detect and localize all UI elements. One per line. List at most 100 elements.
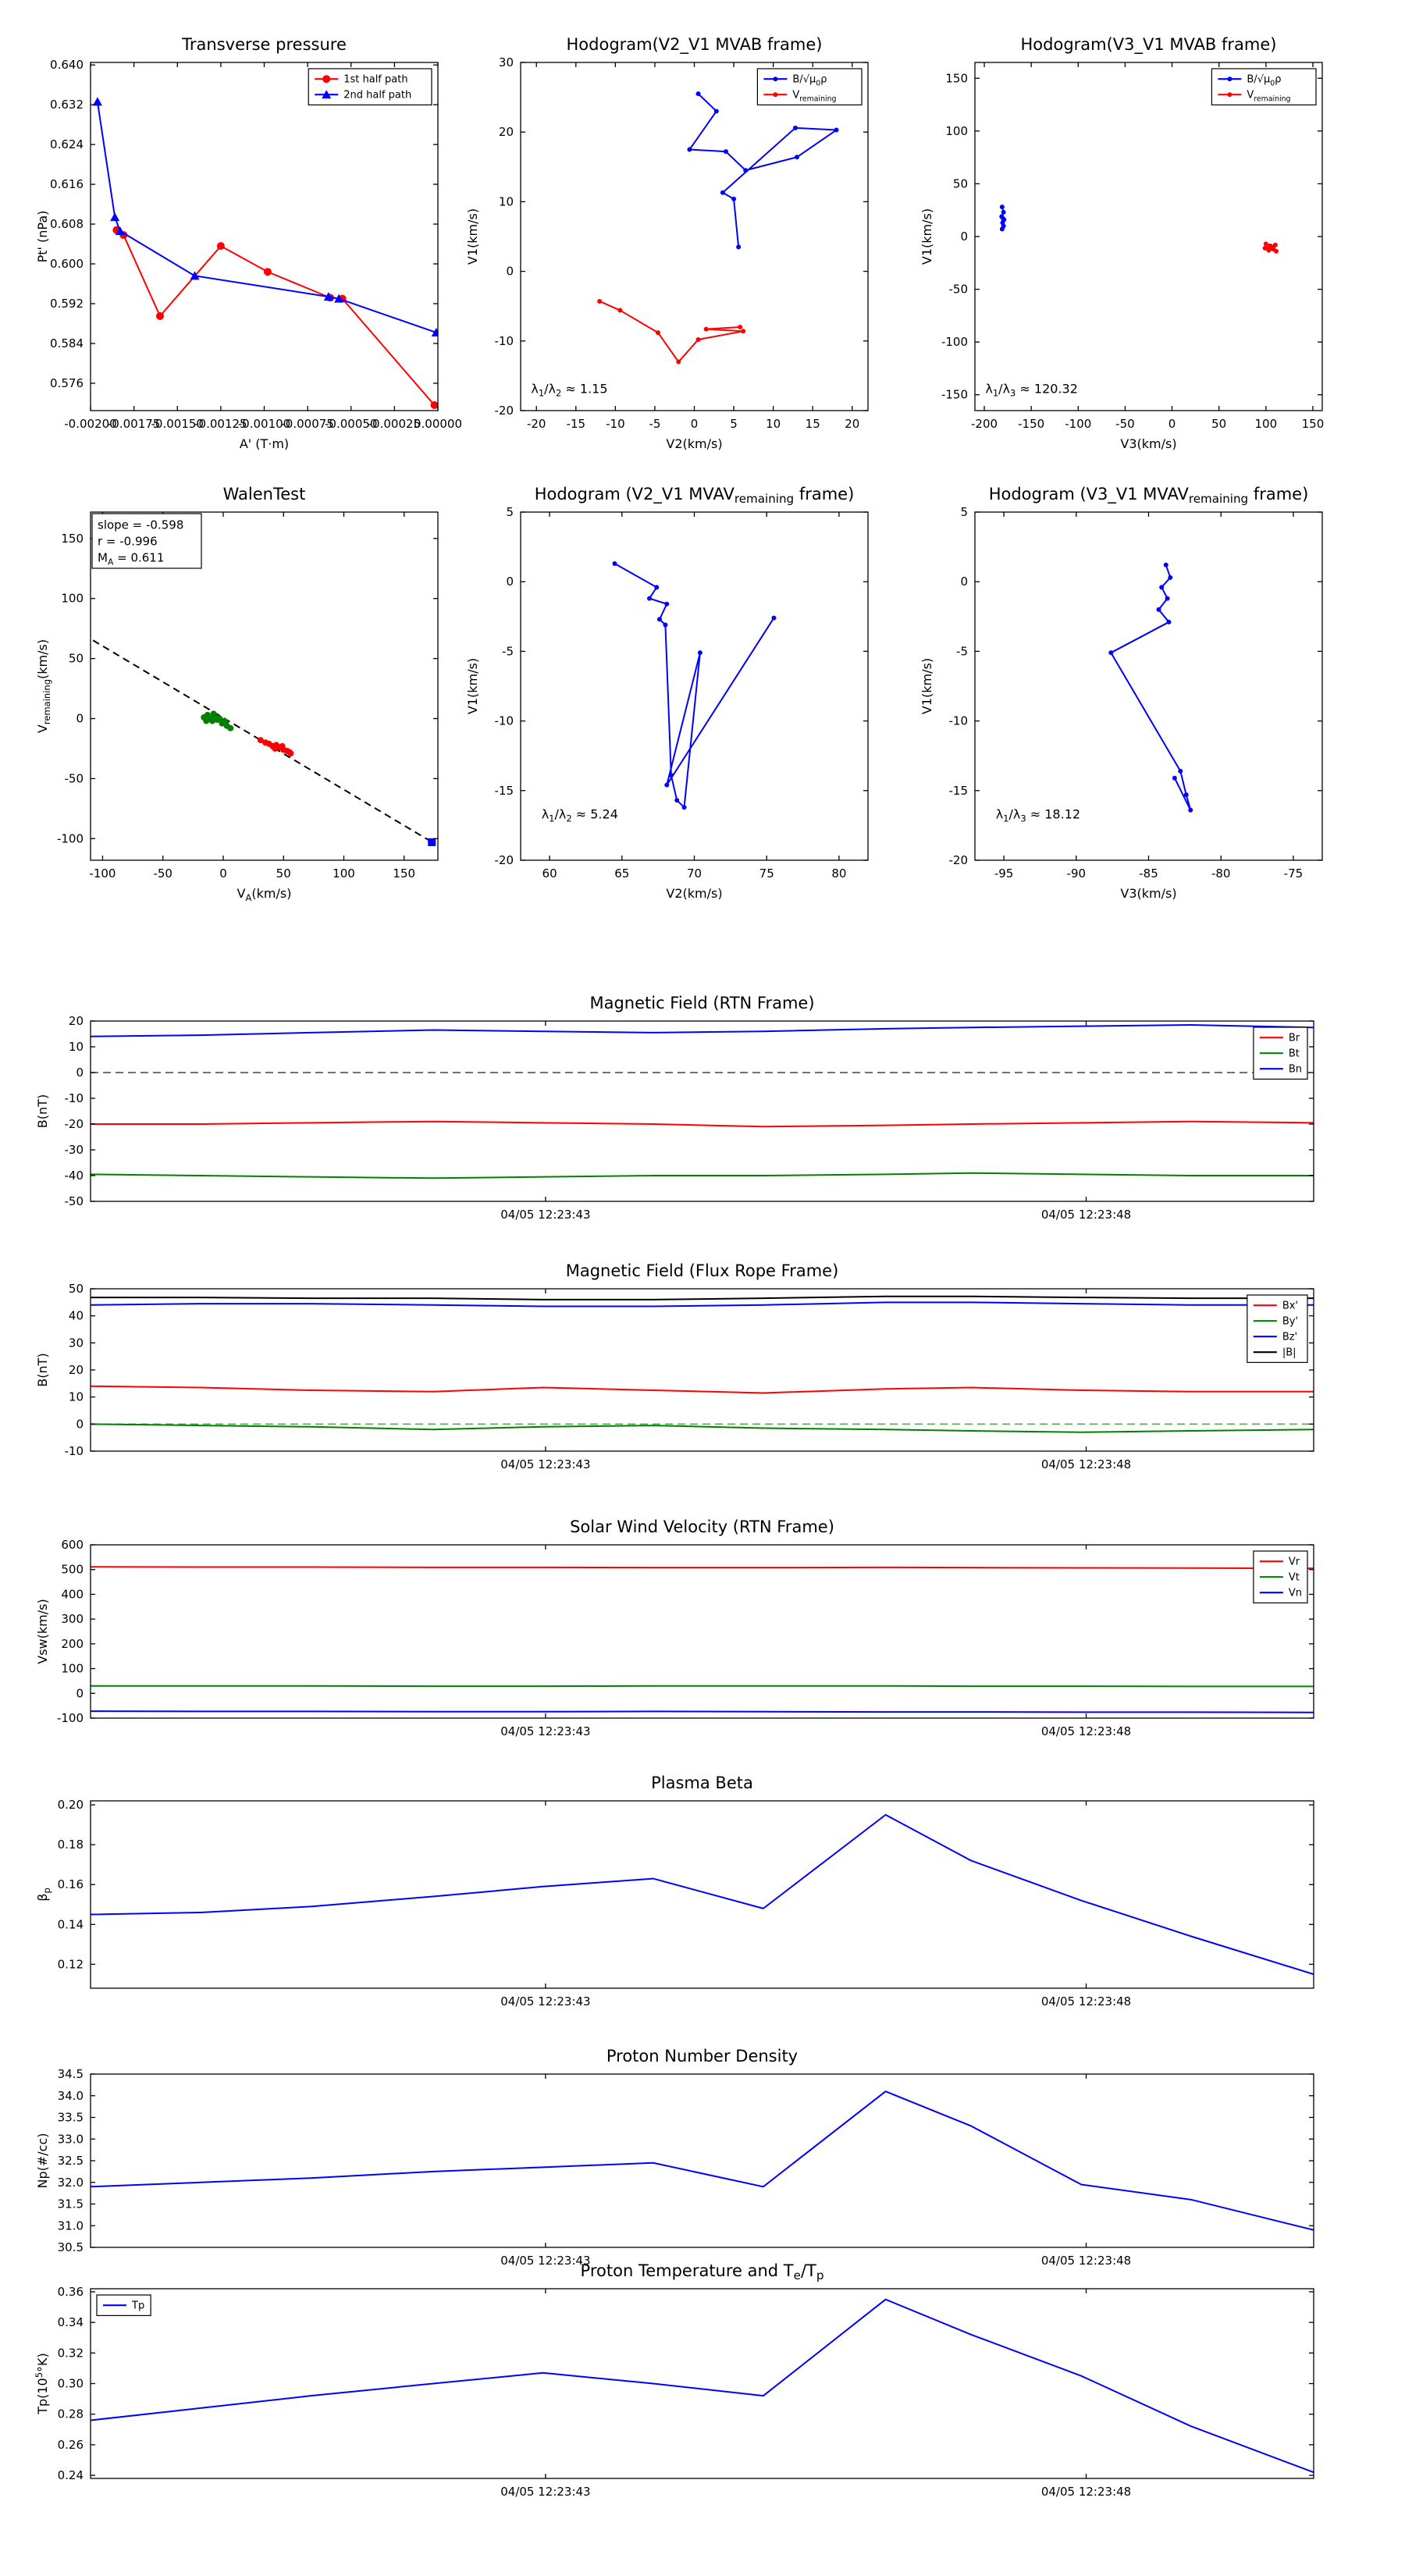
legend-label: Bx' xyxy=(1282,1300,1298,1312)
x-tick-label: 100 xyxy=(1255,417,1278,431)
series-2nd-half-path xyxy=(92,97,438,336)
y-tick-label: 0 xyxy=(506,575,514,589)
y-tick-label: 0.20 xyxy=(58,1798,84,1812)
chart-svg-beta: 04/05 12:23:43 04/05 12:23:48 0.12 0.14 0.16… xyxy=(35,1774,1314,2008)
x-tick-label: 04/05 12:23:43 xyxy=(500,1994,590,2008)
annotation: λ1/λ3 ≈ 120.32 xyxy=(985,382,1078,399)
y-axis: -50 -40 -30 -20 -10 0 10 20 xyxy=(65,1014,1314,1208)
y-tick-label: -5 xyxy=(502,644,514,658)
x-tick-label: -15 xyxy=(567,417,586,431)
chart-title: Proton Number Density xyxy=(606,2047,798,2065)
y-tick-label: 0.600 xyxy=(50,257,84,271)
chart-magnetic-field-rtn: 04/05 12:23:43 04/05 12:23:48 -50 -40 -30 -20… xyxy=(0,982,1405,1233)
legend: Bx' By' Bz' |B| xyxy=(1247,1294,1308,1364)
legend-label: Tp xyxy=(131,2300,144,2312)
y-axis-label: V1(km/s) xyxy=(465,658,480,714)
y-tick-label: 0.32 xyxy=(58,2346,84,2360)
y-tick-label: 20 xyxy=(69,1014,84,1028)
x-tick-label: 04/05 12:23:43 xyxy=(500,1457,590,1471)
x-tick-label: 10 xyxy=(766,417,781,431)
x-tick-label: 04/05 12:23:48 xyxy=(1041,1457,1131,1471)
y-tick-label: -50 xyxy=(65,771,84,785)
legend: Vr Vt Vn xyxy=(1253,1550,1308,1604)
y-tick-label: -10 xyxy=(65,1091,84,1105)
y-tick-label: 0.36 xyxy=(58,2285,84,2299)
series-vt xyxy=(91,1685,1314,1688)
plot-area xyxy=(91,1813,1314,1976)
series-end-point xyxy=(428,838,436,846)
plot-area xyxy=(91,1566,1314,1713)
series-b xyxy=(999,205,1007,232)
stats-line: r = -0.996 xyxy=(98,535,158,549)
x-tick-label: 150 xyxy=(1302,417,1325,431)
y-tick-label: 0.30 xyxy=(58,2377,84,2391)
x-tick-label: -0.00175 xyxy=(108,417,160,431)
legend: Tp xyxy=(96,2294,151,2316)
x-tick-label: 04/05 12:23:48 xyxy=(1041,1208,1131,1222)
y-tick-label: 0.576 xyxy=(50,376,84,390)
y-tick-label: -40 xyxy=(65,1169,84,1183)
series-br xyxy=(91,1120,1314,1128)
y-axis: -150 -100 -50 0 50 100 150 xyxy=(941,71,1322,402)
legend-label: 2nd half path xyxy=(343,90,411,101)
y-tick-label: -10 xyxy=(949,714,969,728)
series-b xyxy=(687,91,839,250)
x-axis: -20 -15 -10 -5 0 5 10 15 20 xyxy=(527,62,859,431)
plot-area xyxy=(91,2298,1314,2474)
y-tick-label: 600 xyxy=(61,1538,84,1552)
y-tick-label: 500 xyxy=(61,1563,84,1577)
y-tick-label: -20 xyxy=(65,1117,84,1131)
x-axis: -0.00200-0.00175-0.00150-0.00125-0.00100… xyxy=(64,62,461,431)
chart-svg-hodogram-v2v1-mvav: 60 65 70 75 80 -20 -15 -10 -5 0 5 Hodogram (V2_V1 M… xyxy=(465,485,869,901)
y-tick-label: -20 xyxy=(949,853,969,867)
stats-line: MA = 0.611 xyxy=(98,551,164,568)
x-tick-label: -0.00050 xyxy=(325,417,377,431)
y-axis: -20 -15 -10 -5 0 5 xyxy=(495,505,868,867)
legend-label: Bz' xyxy=(1282,1332,1297,1343)
y-tick-label: 30 xyxy=(499,55,514,69)
legend-label: |B| xyxy=(1282,1347,1297,1359)
x-tick-label: 0 xyxy=(691,417,699,431)
y-tick-label: 0.592 xyxy=(50,297,84,311)
chart-title: Hodogram(V3_V1 MVAB frame) xyxy=(1021,35,1277,55)
x-tick-label: 04/05 12:23:43 xyxy=(500,2485,590,2499)
legend: B/√μ0ρ Vremaining xyxy=(1211,68,1317,106)
y-tick-label: -15 xyxy=(949,784,969,798)
y-tick-label: -15 xyxy=(495,784,514,798)
x-tick-label: -80 xyxy=(1211,866,1231,881)
series-bn xyxy=(91,1023,1314,1037)
x-tick-label: 75 xyxy=(759,866,774,881)
legend-label: B/√μ0ρ xyxy=(1247,74,1281,88)
chart-svg-hodogram-v2v1-mvab: -20 -15 -10 -5 0 5 10 15 20 -20 -10 0 10 20 30 Hodogram… xyxy=(465,35,869,451)
y-tick-label: 100 xyxy=(945,124,968,138)
y-tick-label: 50 xyxy=(69,652,84,666)
legend-label: Bt xyxy=(1289,1048,1300,1060)
y-tick-label: 0 xyxy=(76,1686,84,1700)
stats-line: slope = -0.598 xyxy=(98,518,183,532)
y-tick-label: 150 xyxy=(945,71,968,85)
y-tick-label: 200 xyxy=(61,1637,84,1651)
y-tick-label: 50 xyxy=(69,1282,84,1296)
y-tick-label: 100 xyxy=(61,1662,84,1676)
y-tick-label: -50 xyxy=(949,283,969,297)
y-tick-label: 0.12 xyxy=(58,1957,84,1971)
legend-label: Vremaining xyxy=(1247,90,1290,104)
y-tick-label: 0.16 xyxy=(58,1877,84,1891)
x-axis: 04/05 12:23:43 04/05 12:23:48 xyxy=(500,1021,1131,1222)
x-tick-label: 04/05 12:23:43 xyxy=(500,1724,590,1738)
x-tick-label: 150 xyxy=(393,866,415,881)
y-tick-label: 0.18 xyxy=(58,1838,84,1852)
x-tick-label: 50 xyxy=(276,866,291,881)
x-tick-label: -0.00200 xyxy=(64,417,116,431)
x-tick-label: -100 xyxy=(89,866,116,881)
series-by- xyxy=(91,1423,1314,1433)
x-tick-label: -0.00125 xyxy=(194,417,247,431)
x-axis: 04/05 12:23:43 04/05 12:23:48 xyxy=(500,1289,1131,1471)
x-axis: 04/05 12:23:43 04/05 12:23:48 xyxy=(500,2074,1131,2268)
x-tick-label: -75 xyxy=(1284,866,1304,881)
y-axis: -20 -10 0 10 20 30 xyxy=(495,55,868,418)
y-tick-label: 31.0 xyxy=(58,2218,84,2233)
y-tick-label: 0.584 xyxy=(50,336,84,350)
y-tick-label: 0 xyxy=(960,575,968,589)
